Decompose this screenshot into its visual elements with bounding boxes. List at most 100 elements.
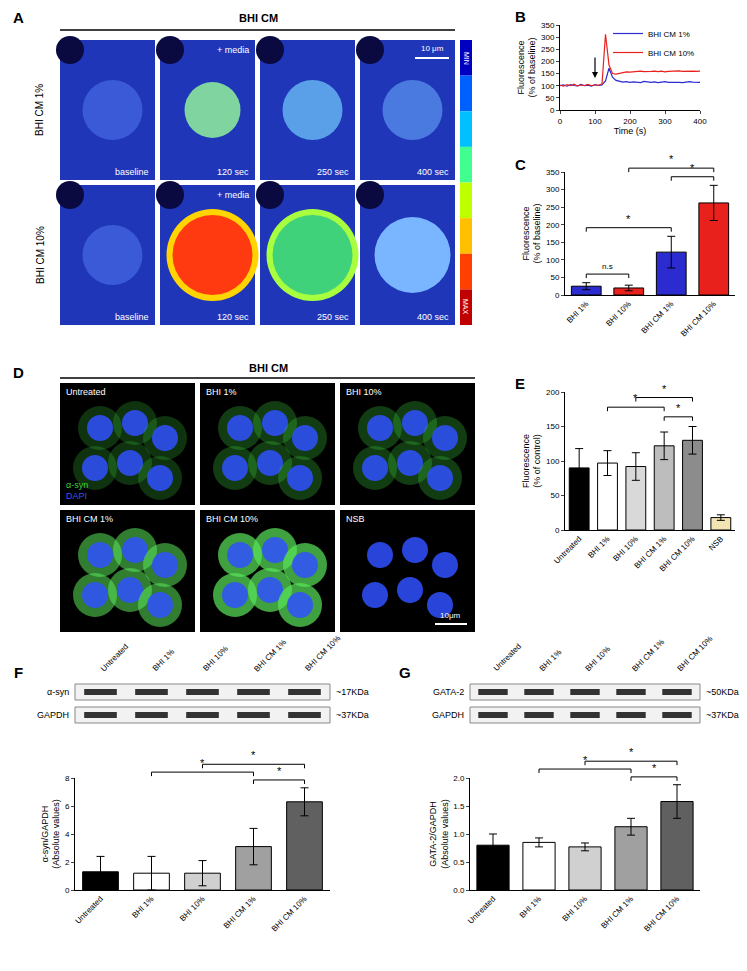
svg-text:BHI CM 10%: BHI CM 10% — [206, 514, 258, 524]
svg-text:BHI 1%: BHI 1% — [565, 299, 591, 325]
svg-text:~37KDa: ~37KDa — [336, 710, 369, 720]
svg-text:350: 350 — [546, 168, 560, 177]
svg-text:BHI 10%: BHI 10% — [604, 299, 633, 328]
svg-text:*: * — [662, 383, 667, 395]
svg-text:BHI 1%: BHI 1% — [586, 534, 612, 560]
svg-text:BHI 1%: BHI 1% — [206, 387, 237, 397]
svg-text:0: 0 — [558, 117, 563, 126]
svg-text:baseline: baseline — [115, 167, 149, 177]
svg-text:120 sec: 120 sec — [217, 312, 249, 322]
svg-text:BHI CM 1%: BHI CM 1% — [630, 637, 666, 673]
svg-text:100: 100 — [588, 117, 602, 126]
svg-text:0: 0 — [65, 886, 70, 895]
svg-text:*: * — [626, 213, 631, 225]
svg-text:MAX: MAX — [462, 299, 469, 315]
svg-text:Untreated: Untreated — [492, 642, 523, 673]
svg-text:350: 350 — [541, 21, 555, 30]
svg-text:1.0: 1.0 — [453, 830, 465, 839]
svg-text:BHI 1%: BHI 1% — [151, 647, 177, 673]
svg-text:BHI 10%: BHI 10% — [201, 644, 230, 673]
svg-text:50: 50 — [550, 273, 559, 282]
svg-text:G: G — [399, 664, 411, 681]
svg-text:BHI CM 1%: BHI CM 1% — [640, 299, 676, 335]
svg-text:MIN: MIN — [463, 52, 470, 65]
svg-text:BHI CM 10%: BHI CM 10% — [679, 299, 718, 338]
svg-text:BHI CM 1%: BHI CM 1% — [632, 534, 668, 570]
svg-text:400: 400 — [693, 117, 707, 126]
svg-text:BHI CM 10%: BHI CM 10% — [642, 894, 681, 933]
svg-text:BHI CM 1%: BHI CM 1% — [648, 30, 690, 39]
svg-text:GAPDH: GAPDH — [432, 710, 464, 720]
svg-text:Untreated: Untreated — [552, 534, 583, 565]
svg-text:100: 100 — [546, 457, 560, 466]
svg-text:400 sec: 400 sec — [417, 312, 449, 322]
svg-text:*: * — [583, 754, 588, 766]
svg-text:D: D — [13, 364, 24, 381]
svg-text:250: 250 — [541, 45, 555, 54]
svg-text:BHI 1%: BHI 1% — [538, 648, 564, 674]
svg-text:200: 200 — [623, 117, 637, 126]
svg-text:Untreated: Untreated — [466, 894, 497, 925]
svg-text:GATA-2/GAPDH(Absolute values): GATA-2/GAPDH(Absolute values) — [428, 799, 450, 869]
svg-text:BHI CM 10%: BHI CM 10% — [303, 634, 342, 673]
svg-text:0: 0 — [550, 106, 555, 115]
svg-text:Untreated: Untreated — [74, 894, 105, 925]
svg-text:n.s: n.s — [602, 262, 613, 271]
svg-text:Fluorescence(% of baseline): Fluorescence(% of baseline) — [516, 37, 538, 97]
svg-text:~37KDa: ~37KDa — [706, 710, 739, 720]
svg-text:baseline: baseline — [115, 312, 149, 322]
svg-text:B: B — [515, 8, 526, 25]
svg-text:250 sec: 250 sec — [317, 167, 349, 177]
svg-text:2.0: 2.0 — [453, 774, 465, 783]
svg-text:Untreated: Untreated — [99, 642, 130, 673]
svg-text:BHI 10%: BHI 10% — [611, 534, 640, 563]
svg-text:250 sec: 250 sec — [317, 312, 349, 322]
svg-text:BHI CM 1%: BHI CM 1% — [599, 894, 635, 930]
svg-text:200: 200 — [541, 57, 555, 66]
svg-text:NSB: NSB — [346, 514, 365, 524]
svg-text:10 μm: 10 μm — [421, 44, 444, 53]
svg-text:*: * — [690, 162, 695, 174]
svg-text:BHI 10%: BHI 10% — [583, 645, 612, 674]
svg-text:BHI CM 10%: BHI CM 10% — [270, 894, 309, 933]
svg-text:*: * — [277, 765, 282, 777]
svg-text:BHI CM: BHI CM — [239, 12, 278, 24]
svg-text:α-syn/GAPDH(Absolute values): α-syn/GAPDH(Absolute values) — [40, 799, 62, 869]
svg-text:BHI CM: BHI CM — [249, 362, 288, 374]
svg-text:*: * — [669, 153, 674, 165]
svg-text:200: 200 — [546, 388, 560, 397]
svg-text:BHI CM 1%: BHI CM 1% — [222, 894, 258, 930]
svg-text:50: 50 — [550, 491, 559, 500]
svg-text:NSB: NSB — [707, 534, 725, 552]
svg-text:0.0: 0.0 — [453, 886, 465, 895]
svg-text:*: * — [652, 762, 657, 774]
svg-text:GAPDH: GAPDH — [37, 710, 69, 720]
svg-text:50: 50 — [545, 94, 554, 103]
svg-text:Time (s): Time (s) — [614, 126, 647, 136]
svg-text:300: 300 — [658, 117, 672, 126]
svg-text:6: 6 — [65, 802, 70, 811]
svg-text:+ media: + media — [217, 190, 249, 200]
svg-text:α-syn: α-syn — [66, 480, 88, 490]
svg-text:F: F — [14, 664, 23, 681]
svg-text:BHI 10%: BHI 10% — [561, 894, 590, 923]
svg-text:150: 150 — [546, 422, 560, 431]
svg-text:*: * — [251, 749, 256, 761]
svg-text:~50KDa: ~50KDa — [706, 687, 739, 697]
svg-text:DAPI: DAPI — [66, 491, 87, 501]
svg-text:0: 0 — [555, 291, 560, 300]
svg-text:BHI 1%: BHI 1% — [518, 894, 544, 920]
svg-text:*: * — [200, 757, 205, 769]
svg-text:250: 250 — [546, 203, 560, 212]
svg-text:BHI CM 10%: BHI CM 10% — [35, 226, 46, 284]
svg-text:0: 0 — [555, 526, 560, 535]
svg-text:8: 8 — [65, 774, 70, 783]
svg-text:300: 300 — [546, 185, 560, 194]
svg-text:BHI CM 10%: BHI CM 10% — [675, 634, 714, 673]
svg-text:+ media: + media — [217, 45, 249, 55]
svg-text:Fluorescence(% of control): Fluorescence(% of control) — [521, 434, 543, 488]
svg-text:BHI 10%: BHI 10% — [346, 387, 382, 397]
svg-text:200: 200 — [546, 221, 560, 230]
svg-text:BHI CM 1%: BHI CM 1% — [34, 84, 45, 136]
svg-text:100: 100 — [541, 82, 555, 91]
